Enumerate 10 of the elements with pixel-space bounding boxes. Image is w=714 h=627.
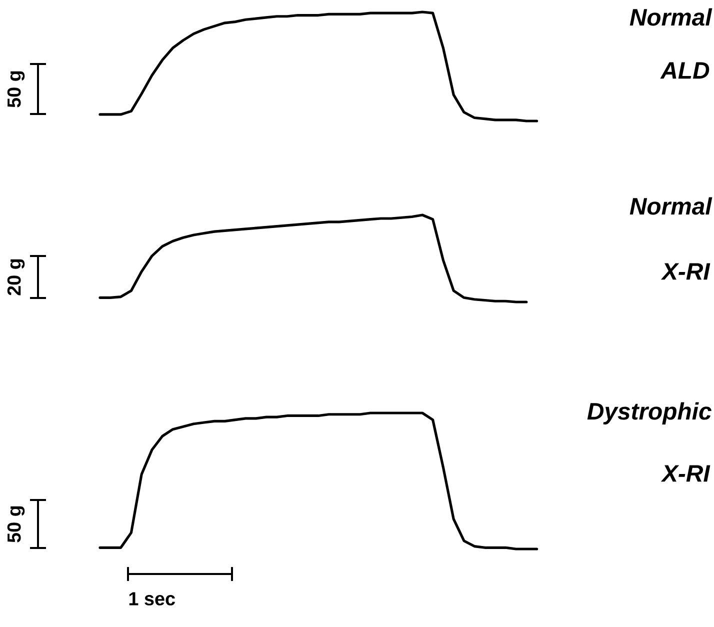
text: 50 g — [7, 71, 25, 108]
text: X-RI — [660, 465, 710, 482]
text: X-RI — [660, 263, 710, 280]
text: Normal — [630, 197, 712, 215]
text: ALD — [660, 62, 710, 79]
text: 20 g — [7, 259, 25, 296]
text: Dystrophic — [587, 402, 712, 424]
text: 50 g — [7, 506, 25, 542]
text: Normal — [630, 8, 712, 26]
text: 1 sec — [129, 592, 175, 606]
